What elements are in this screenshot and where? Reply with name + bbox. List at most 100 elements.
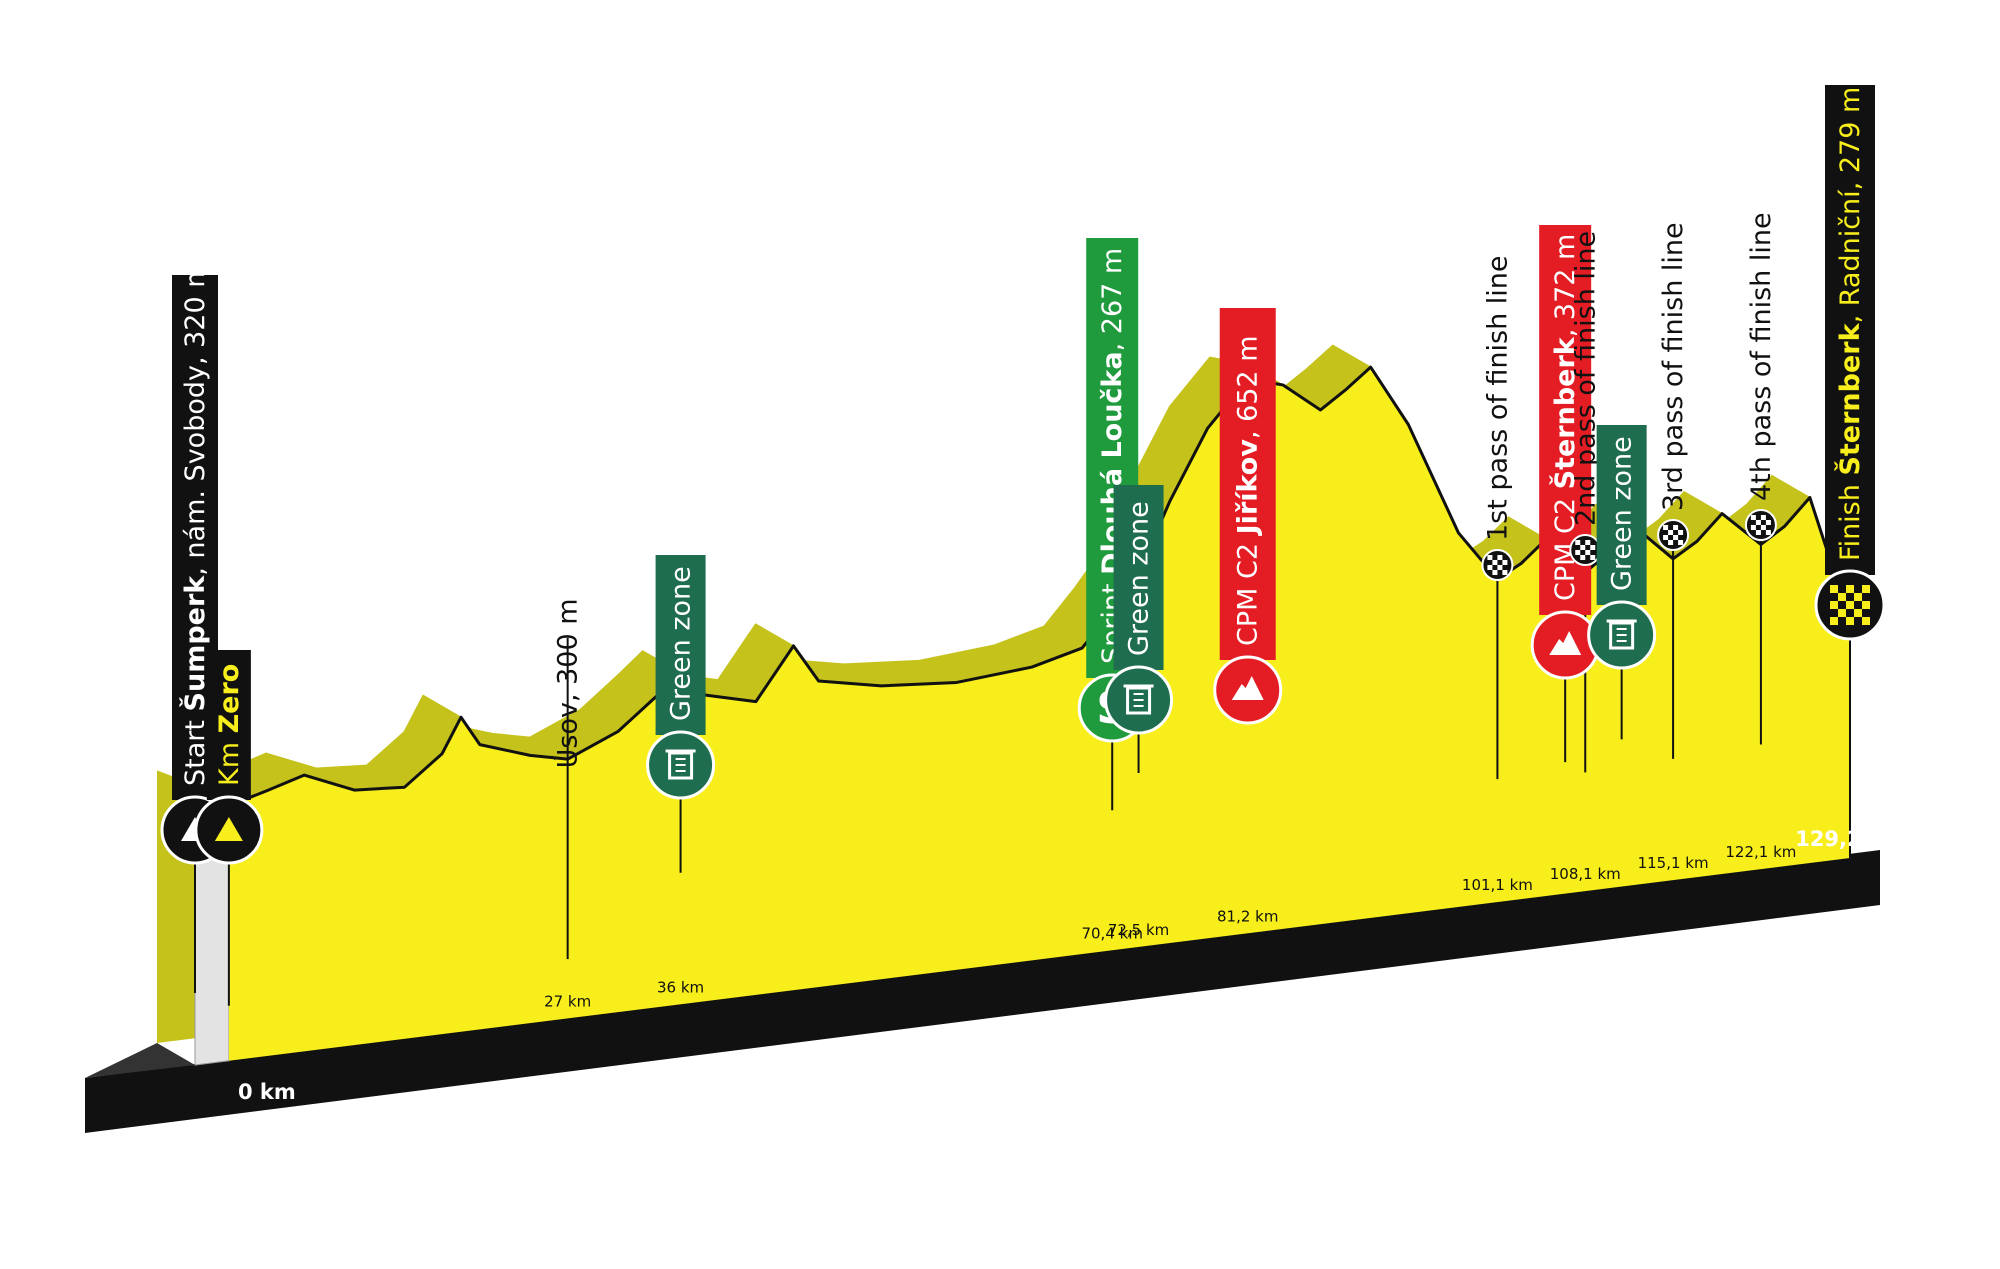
checkered-flag-icon: [1575, 540, 1581, 545]
checkered-flag-icon: [1673, 525, 1679, 530]
marker-label-part: 1st pass of finish line: [1482, 255, 1513, 541]
marker-label-part: 2nd pass of finish line: [1570, 231, 1601, 526]
marker-label-finish: Finish Šternberk, Radniční, 279 m: [1834, 87, 1866, 561]
marker-flag: [1596, 425, 1647, 605]
profile-front-area: [228, 367, 1851, 1061]
marker-usov: Úsov, 300 m: [552, 598, 584, 768]
checkered-flag-icon: [1590, 555, 1596, 560]
marker-label-cpm-sternberk: CPM C2 Šternberk, 372 m: [1549, 234, 1581, 601]
checkered-flag-icon: [1502, 560, 1508, 565]
marker-label-bold: Šternberk: [1834, 322, 1866, 475]
checkered-flag-icon: [1862, 585, 1870, 593]
marker-label-usov: Úsov, 300 m: [552, 598, 584, 768]
km-tick-label: 115,1 km: [1638, 854, 1709, 872]
checkered-flag-icon: [1668, 540, 1674, 545]
marker-pass-2: 2nd pass of finish line: [1569, 231, 1602, 566]
marker-label-part: Km: [214, 733, 245, 786]
checkered-flag-icon: [1487, 555, 1493, 560]
marker-pass-4: 4th pass of finish line: [1744, 212, 1777, 541]
marker-finish: Finish Šternberk, Radniční, 279 m: [1814, 85, 1886, 641]
trash-bin-icon: [1609, 621, 1635, 650]
km-tick-label: 70,4 km: [1081, 924, 1142, 942]
trash-bin-icon: [1126, 686, 1152, 715]
checkered-flag-icon: [1580, 545, 1586, 550]
checkered-flag-icon: [1673, 535, 1679, 540]
marker-label-part: Start: [180, 711, 211, 786]
checkered-flag-icon: [1497, 555, 1503, 560]
marker-green-zone-3: Green zone: [1587, 425, 1657, 670]
km-tick-label: 122,1 km: [1725, 843, 1796, 861]
checkered-flag-icon: [1750, 515, 1756, 520]
checkered-flag-icon: [1755, 530, 1761, 535]
marker-pass-1: 1st pass of finish line: [1481, 255, 1514, 581]
marker-label-green-zone-3: Green zone: [1607, 436, 1638, 591]
checkered-flag-icon: [1846, 585, 1854, 593]
marker-label-part: , 652 m: [1233, 336, 1264, 440]
marker-label-green-zone-2: Green zone: [1124, 501, 1155, 656]
checkered-flag-icon: [1830, 617, 1838, 625]
checkered-flag-icon: [1846, 601, 1854, 609]
marker-flag: [1113, 485, 1164, 670]
marker-cpm-sternberk: CPM C2 Šternberk, 372 m: [1530, 225, 1600, 680]
marker-label-part: , nám. Svobody, 320 m: [180, 261, 211, 575]
km-tick-label: 129,2 km: [1795, 827, 1905, 851]
checkered-flag-icon: [1585, 550, 1591, 555]
checkered-flag-icon: [1830, 601, 1838, 609]
checkered-flag-icon: [1575, 540, 1596, 560]
marker-label-part: , Radniční, 279 m: [1835, 87, 1866, 324]
marker-pass-3: 3rd pass of finish line: [1657, 222, 1690, 551]
marker-green-zone-1: Green zone: [646, 555, 716, 800]
mountain-icon: [1549, 631, 1582, 655]
marker-label-bold: Jiříkov: [1233, 439, 1264, 537]
marker-label-part: Úsov, 300 m: [552, 598, 584, 768]
checkered-flag-icon: [1765, 530, 1771, 535]
trash-bin-icon: [1123, 684, 1154, 715]
checkered-flag-icon: [1838, 593, 1846, 601]
checkered-flag-icon: [1663, 525, 1669, 530]
marker-label-green-zone-1: Green zone: [666, 566, 697, 721]
checkered-flag-icon: [1755, 520, 1761, 525]
checkered-flag-icon: [1487, 565, 1493, 570]
checkered-flag-icon: [1765, 520, 1771, 525]
marker-label-part: Green zone: [1124, 501, 1155, 656]
marker-label-pass-3: 3rd pass of finish line: [1658, 222, 1689, 511]
checkered-flag-icon: [1580, 555, 1586, 560]
base-bar: [85, 850, 1880, 1133]
marker-label-bold: Šternberk: [1549, 336, 1581, 489]
marker-flag: [206, 650, 251, 800]
km-tick-label: 0 km: [238, 1080, 296, 1104]
km-tick-label: 108,1 km: [1550, 865, 1621, 883]
marker-label-part: CPM C2: [1233, 534, 1264, 646]
marker-label-cpm-jirikov: CPM C2 Jiříkov, 652 m: [1233, 336, 1264, 647]
checkered-flag-icon: [1854, 593, 1862, 601]
km-tick-label: -2,7 km: [144, 1089, 201, 1107]
checkered-flag-icon: [1862, 601, 1870, 609]
triangle-up-icon: [214, 817, 243, 841]
checkered-flag-icon: [1575, 550, 1581, 555]
marker-label-km-zero: Km Zero: [214, 664, 245, 786]
marker-flag: [655, 555, 706, 735]
marker-flag: [1219, 308, 1276, 660]
checkered-flag-icon: [1750, 515, 1771, 535]
checkered-flag-icon: [1502, 570, 1508, 575]
km-tick-label: 27 km: [544, 992, 591, 1010]
trash-bin-icon: [668, 751, 694, 780]
km-tick-label: 72,5 km: [1108, 921, 1169, 939]
checkered-flag-icon: [1846, 617, 1854, 625]
checkered-flag-icon: [1678, 530, 1684, 535]
marker-label-bold: Zero: [214, 664, 245, 734]
checkered-flag-icon: [1668, 530, 1674, 535]
checkered-flag-icon: [1492, 560, 1498, 565]
marker-label-pass-1: 1st pass of finish line: [1482, 255, 1513, 541]
marker-label-part: 4th pass of finish line: [1746, 212, 1777, 501]
marker-label-part: Green zone: [666, 566, 697, 721]
checkered-flag-icon: [1663, 535, 1669, 540]
marker-label-part: Finish: [1835, 476, 1866, 561]
checkered-flag-icon: [1585, 540, 1591, 545]
checkered-flag-icon: [1854, 609, 1862, 617]
trash-bin-icon: [1606, 619, 1637, 650]
checkered-flag-icon: [1830, 585, 1838, 593]
checkered-flag-icon: [1487, 555, 1508, 575]
